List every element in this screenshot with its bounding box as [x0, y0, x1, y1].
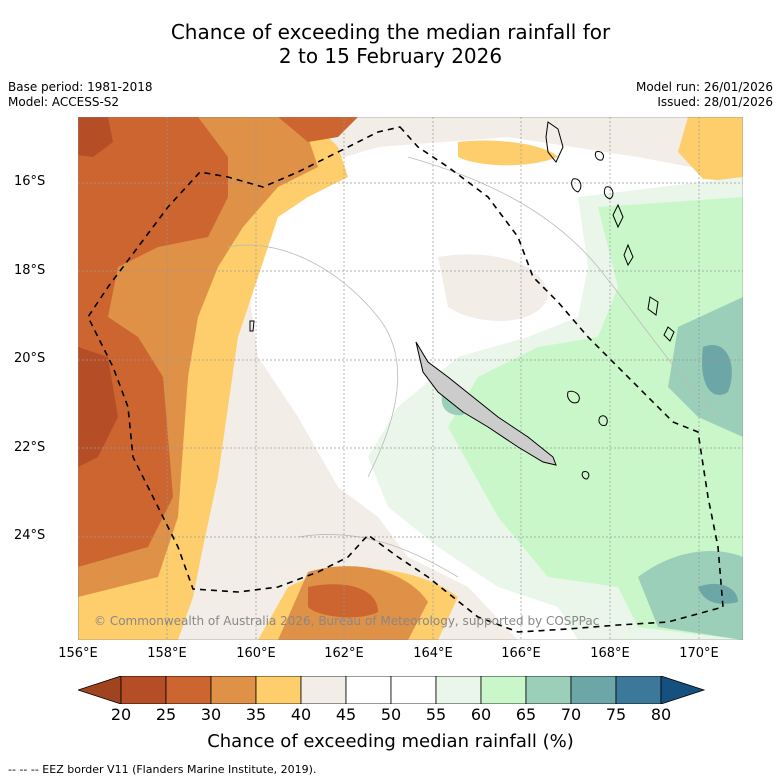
colorbar-tick: 80: [650, 705, 672, 724]
model-name: Model: ACCESS-S2: [8, 95, 120, 109]
colorbar-cell: [345, 676, 392, 704]
region-25-30-s: [308, 584, 378, 618]
colorbar-tick: 65: [515, 705, 537, 724]
region-35-40-ne: [678, 117, 743, 182]
loyalty-island: [567, 390, 580, 404]
colorbar-cell: [525, 676, 572, 704]
colorbar-tick: 50: [380, 705, 402, 724]
copyright-notice: © Commonwealth of Australia 2026, Bureau…: [94, 614, 600, 628]
region-70-75-se: [698, 583, 738, 604]
region-70-75: [702, 345, 732, 395]
loyalty-island: [598, 415, 608, 426]
colorbar-tick: 60: [470, 705, 492, 724]
lat-label: 20°S: [14, 351, 46, 366]
colorbar-cell: [570, 676, 617, 704]
colorbar-tick: 25: [155, 705, 177, 724]
region-35-40-n: [458, 140, 558, 166]
meta-left: Base period: 1981-2018 Model: ACCESS-S2: [8, 80, 153, 110]
lon-label: 160°E: [236, 646, 276, 661]
vanuatu-islands: [545, 121, 675, 342]
colorbar-tick: 30: [200, 705, 222, 724]
lat-label: 22°S: [14, 440, 46, 455]
issued-date: Issued: 28/01/2026: [657, 95, 773, 109]
region-45-50-east: [438, 254, 548, 321]
colorbar-tick: 35: [245, 705, 267, 724]
lon-label: 168°E: [590, 646, 630, 661]
region-20-25-w: [78, 347, 118, 467]
contour-line: [297, 534, 459, 578]
new-caledonia-island: [415, 341, 557, 466]
colorbar-tick: 70: [560, 705, 582, 724]
lon-label: 166°E: [501, 646, 541, 661]
contour-line: [407, 156, 719, 418]
title-line-2: 2 to 15 February 2026: [278, 44, 503, 68]
colorbar-cell: [390, 676, 437, 704]
lat-label: 16°S: [14, 174, 46, 189]
loyalty-island: [581, 471, 590, 480]
colorbar-tick: 75: [605, 705, 627, 724]
title-line-1: Chance of exceeding the median rainfall …: [170, 20, 611, 44]
eez-footnote: -- -- -- EEZ border V11 (Flanders Marine…: [8, 763, 317, 776]
colorbar-tick: 55: [425, 705, 447, 724]
base-period: Base period: 1981-2018: [8, 80, 153, 94]
colorbar-arrow-left: [78, 676, 122, 704]
colorbar-tick: 40: [290, 705, 312, 724]
region-65-70-se: [638, 551, 743, 640]
region-45-50: [78, 117, 743, 640]
rainfall-map: [78, 117, 743, 640]
region-20-25: [78, 117, 113, 157]
lon-label: 162°E: [324, 646, 364, 661]
model-run: Model run: 26/01/2026: [635, 80, 773, 94]
region-60-65: [448, 197, 743, 640]
colorbar-cell: [435, 676, 482, 704]
meta-right: Model run: 26/01/2026 Issued: 28/01/2026: [636, 80, 773, 110]
lat-label: 24°S: [14, 528, 46, 543]
colorbar-label: Chance of exceeding median rainfall (%): [207, 731, 574, 752]
colorbar-cell: [255, 676, 302, 704]
colorbar-cell: [210, 676, 257, 704]
lat-label: 18°S: [14, 263, 46, 278]
lon-label: 164°E: [413, 646, 453, 661]
colorbar-cell: [480, 676, 527, 704]
colorbar-tick: 45: [335, 705, 357, 724]
colorbar-cell: [120, 676, 167, 704]
region-25-30-n: [278, 117, 358, 142]
colorbar-cell: [165, 676, 212, 704]
lon-label: 158°E: [147, 646, 187, 661]
small-island: [249, 320, 255, 332]
colorbar-tick: 20: [110, 705, 132, 724]
eez-border: [87, 126, 724, 633]
colorbar-cells: [120, 676, 662, 704]
lon-label: 170°E: [679, 646, 719, 661]
region-25-30: [78, 117, 228, 567]
contour-line: [227, 244, 399, 478]
lon-label: 156°E: [58, 646, 98, 661]
colorbar-cell: [300, 676, 347, 704]
colorbar: [78, 676, 706, 704]
colorbar-cell: [615, 676, 662, 704]
colorbar-arrow-right: [660, 676, 706, 704]
